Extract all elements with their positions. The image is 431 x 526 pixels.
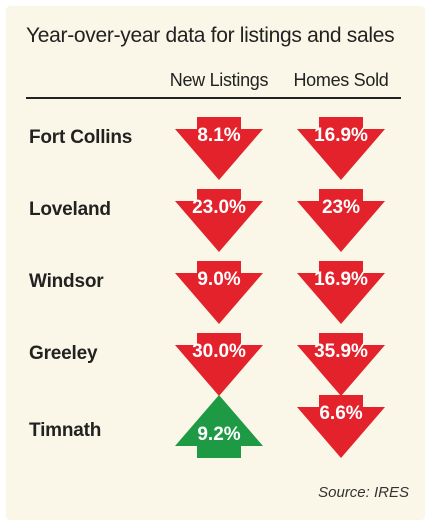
value-label-greeley-new-listings: 30.0% (192, 341, 246, 362)
down-arrow-loveland-homes-sold (297, 189, 385, 252)
up-arrow-timnath-new-listings (175, 395, 263, 458)
source-note: Source: IRES (318, 484, 409, 501)
down-arrow-loveland-new-listings (175, 189, 263, 252)
down-arrow-greeley-new-listings (175, 333, 263, 396)
down-arrow-fort-collins-new-listings (175, 117, 263, 180)
row-label-greeley: Greeley (29, 343, 98, 364)
value-label-windsor-homes-sold: 16.9% (314, 269, 368, 290)
row-label-windsor: Windsor (29, 271, 104, 292)
down-arrow-windsor-new-listings (175, 261, 263, 324)
down-arrow-timnath-homes-sold (297, 395, 385, 458)
value-label-loveland-homes-sold: 23% (322, 197, 360, 218)
value-label-fort-collins-new-listings: 8.1% (197, 125, 240, 146)
column-header-new-listings: New Listings (169, 70, 269, 90)
value-label-loveland-new-listings: 23.0% (192, 197, 246, 218)
row-label-fort-collins: Fort Collins (29, 127, 133, 148)
down-arrow-windsor-homes-sold (297, 261, 385, 324)
value-label-timnath-homes-sold: 6.6% (319, 403, 362, 424)
chart-title: Year-over-year data for listings and sal… (26, 24, 395, 47)
value-label-fort-collins-homes-sold: 16.9% (314, 125, 368, 146)
value-label-greeley-homes-sold: 35.9% (314, 341, 368, 362)
value-label-windsor-new-listings: 9.0% (197, 269, 240, 290)
column-header-homes-sold: Homes Sold (293, 70, 389, 90)
down-arrow-fort-collins-homes-sold (297, 117, 385, 180)
value-label-timnath-new-listings: 9.2% (197, 424, 240, 445)
header-rule (26, 97, 401, 99)
row-label-timnath: Timnath (29, 420, 102, 441)
row-label-loveland: Loveland (29, 199, 111, 220)
down-arrow-greeley-homes-sold (297, 333, 385, 396)
